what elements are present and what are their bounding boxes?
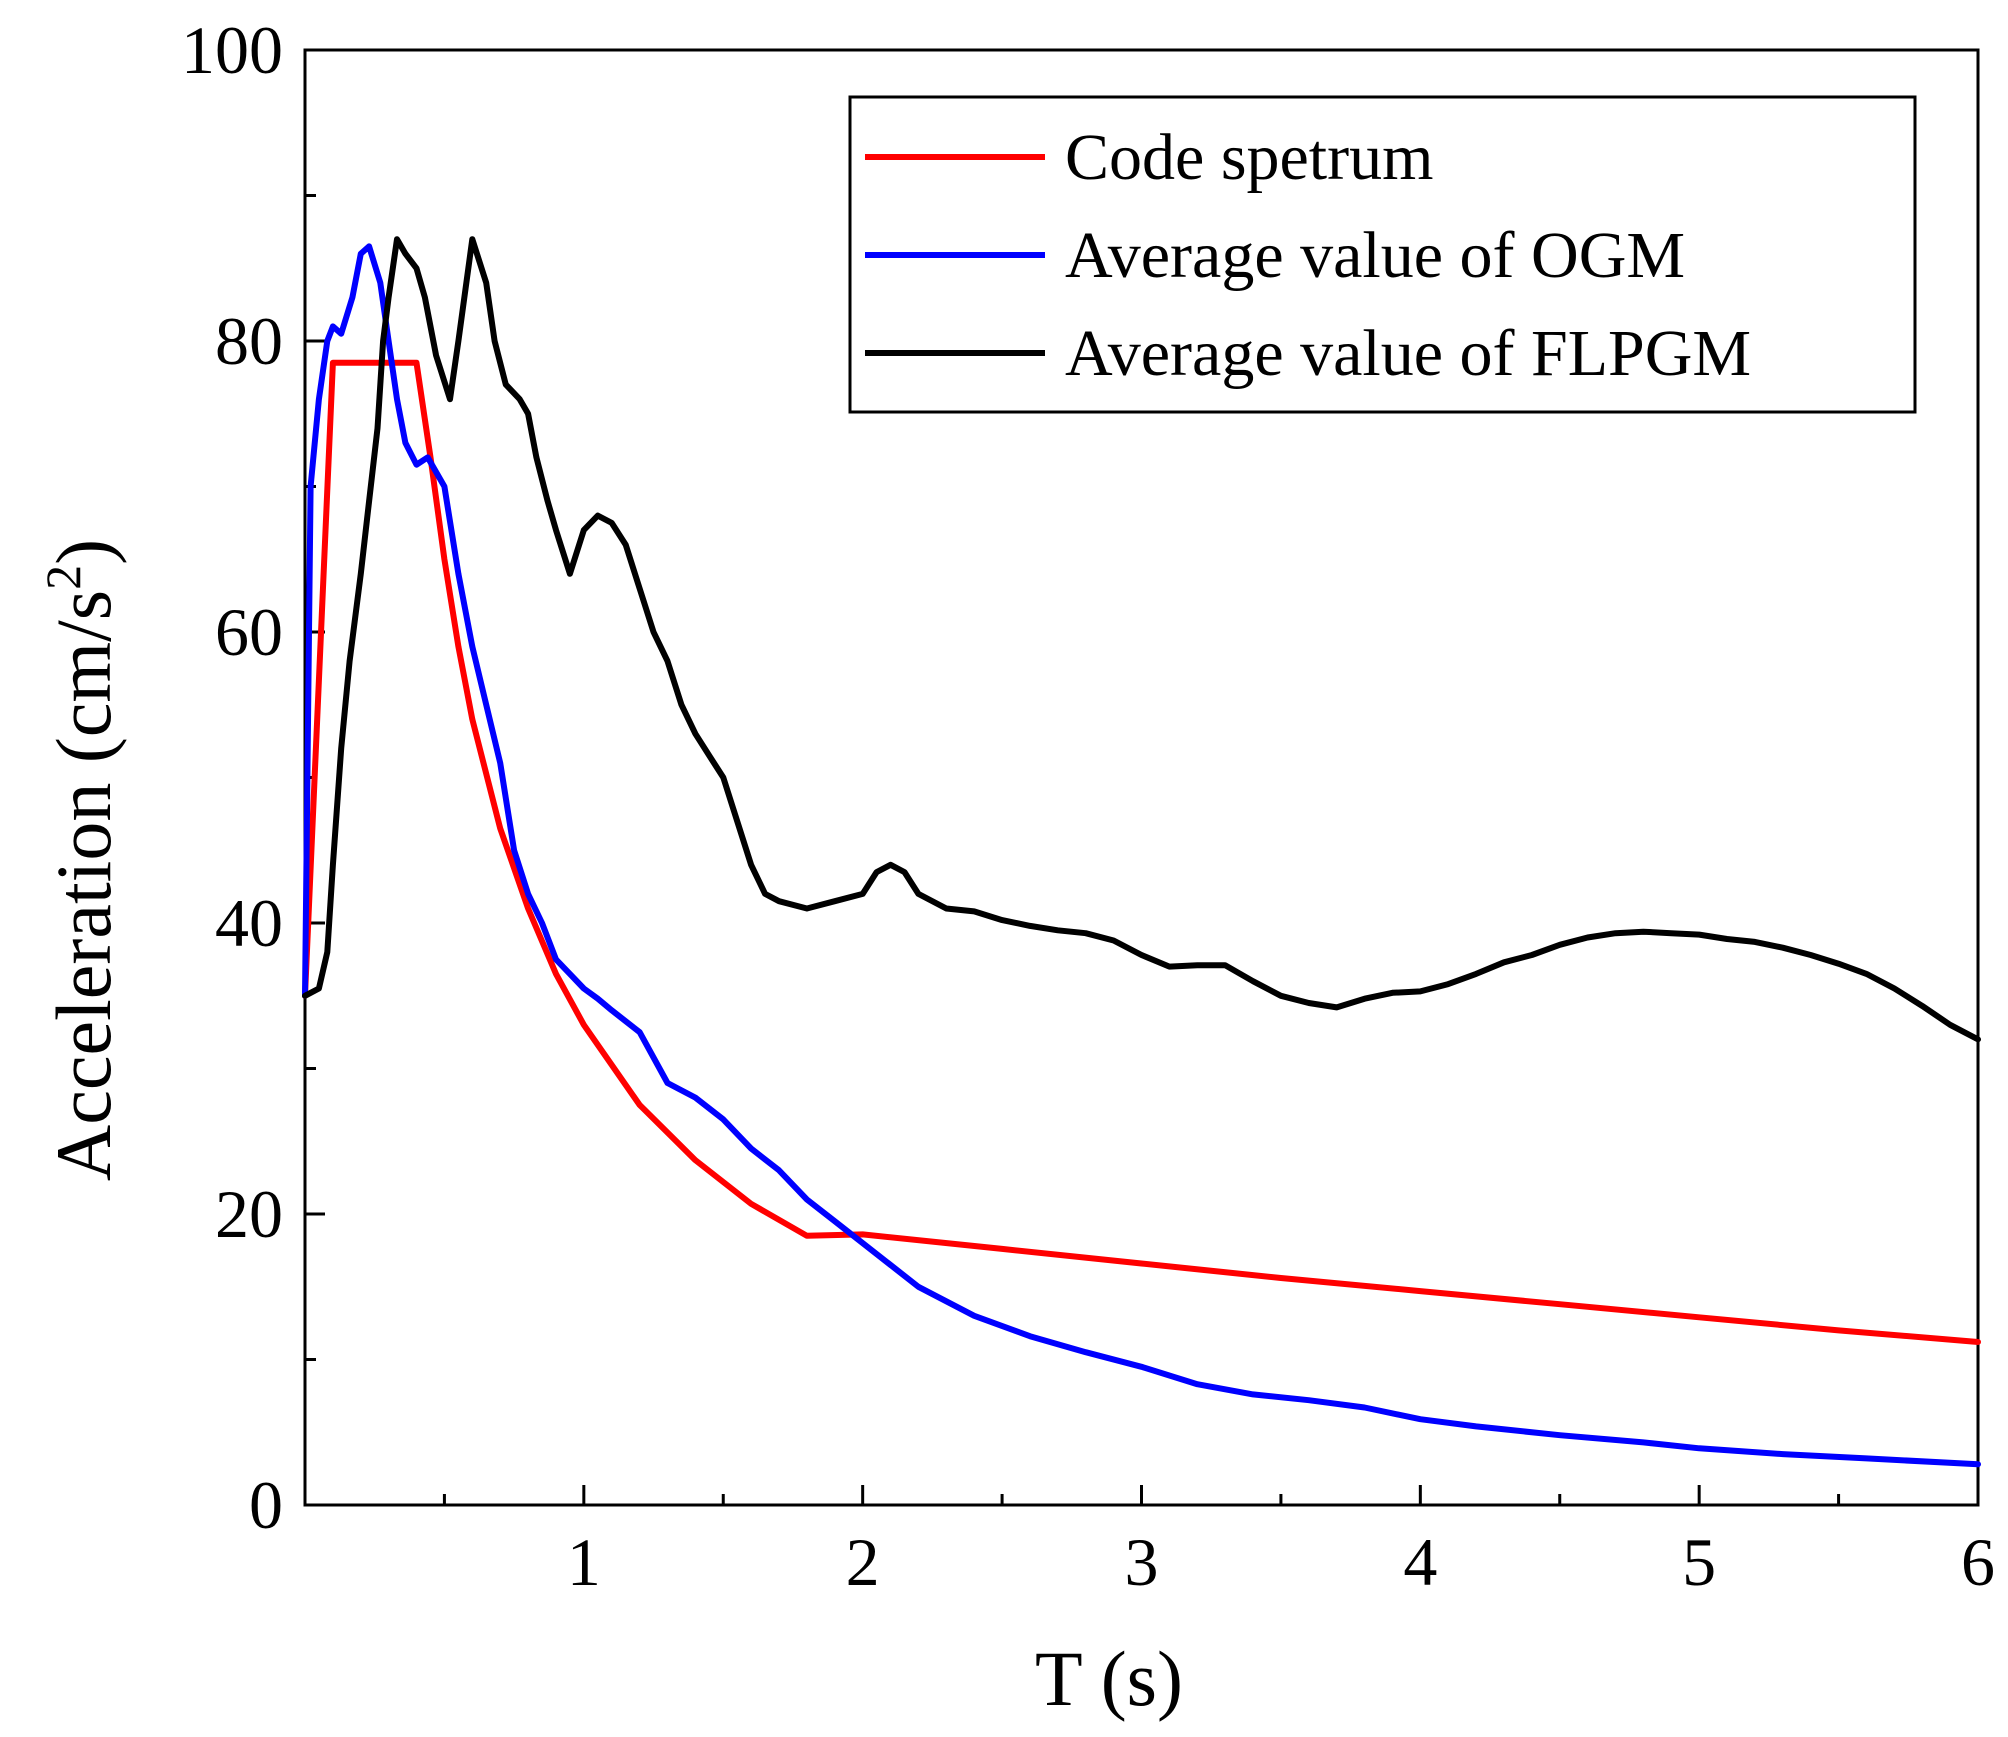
y-tick-label: 100: [181, 12, 283, 88]
x-axis-title: T (s): [1035, 1635, 1183, 1722]
y-axis-title-superscript: 2: [35, 565, 91, 590]
series-line-1: [302, 359, 1981, 1345]
y-tick-label: 40: [215, 885, 283, 961]
y-axis-title-close: ): [40, 539, 127, 565]
x-tick-label: 3: [1125, 1524, 1159, 1600]
y-axis-title: Acceleration (cm/s2): [35, 539, 127, 1181]
x-tick-label: 4: [1403, 1524, 1437, 1600]
series-line-3: [302, 236, 1981, 1043]
legend-label-1: Code spetrum: [1065, 121, 1433, 194]
x-tick-label: 2: [846, 1524, 880, 1600]
legend-label-2: Average value of OGM: [1065, 219, 1685, 292]
y-axis-title-main: Acceleration (cm/s: [40, 590, 127, 1181]
x-tick-label: 1: [567, 1524, 601, 1600]
series-line-2: [302, 243, 1981, 1468]
legend-label-3: Average value of FLPGM: [1065, 317, 1751, 390]
y-tick-label: 80: [215, 303, 283, 379]
x-tick-label: 5: [1682, 1524, 1716, 1600]
y-tick-label: 20: [215, 1176, 283, 1252]
x-tick-label: 6: [1961, 1524, 1995, 1600]
y-tick-label: 0: [249, 1467, 283, 1543]
y-tick-label: 60: [215, 594, 283, 670]
